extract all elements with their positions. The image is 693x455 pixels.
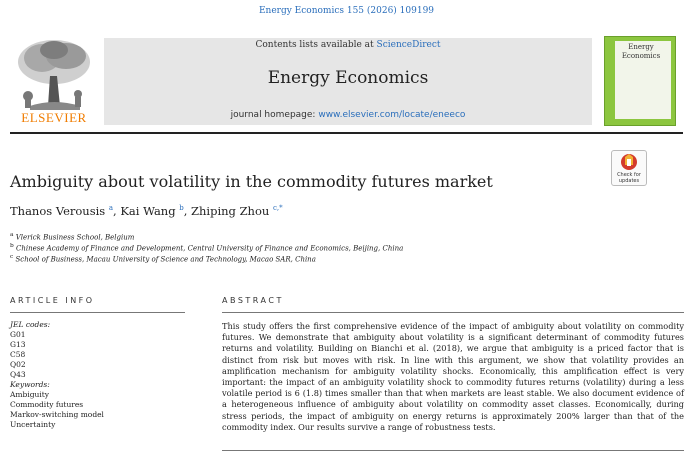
- jel-code: G13: [10, 340, 26, 349]
- journal-title: Energy Economics: [267, 68, 429, 88]
- author-affiliation-marker[interactable]: c,*: [272, 204, 283, 213]
- author-name[interactable]: Thanos Verousis: [10, 204, 106, 218]
- elsevier-tree-icon: [10, 36, 98, 114]
- cover-panel: [615, 41, 671, 119]
- journal-cover[interactable]: Energy Economics: [604, 36, 676, 126]
- contents-prefix: Contents lists available at: [255, 40, 377, 50]
- affiliation: a Vlerick Business School, Belgium: [10, 232, 134, 241]
- jel-code: G01: [10, 330, 26, 339]
- elsevier-wordmark: ELSEVIER: [21, 110, 87, 125]
- author-affiliation-marker[interactable]: b: [179, 204, 184, 213]
- header-rule: [10, 132, 683, 134]
- keywords-label: Keywords:: [10, 380, 50, 389]
- abstract-rule: [222, 312, 684, 313]
- affiliation-marker: c: [10, 254, 14, 260]
- affiliation-marker: b: [10, 243, 14, 249]
- check-for-updates-button[interactable]: Check for updates: [611, 150, 647, 186]
- journal-homepage: journal homepage: www.elsevier.com/locat…: [104, 110, 592, 120]
- keyword: Markov-switching model: [10, 410, 104, 419]
- author-name[interactable]: Zhiping Zhou: [191, 204, 270, 218]
- jel-codes-label: JEL codes:: [10, 320, 51, 329]
- homepage-link[interactable]: www.elsevier.com/locate/eneeco: [318, 110, 466, 120]
- abstract-text: This study offers the first comprehensiv…: [222, 321, 684, 432]
- article-info-rule: [10, 312, 185, 313]
- homepage-prefix: journal homepage:: [230, 110, 319, 120]
- sciencedirect-link[interactable]: ScienceDirect: [376, 40, 441, 50]
- author-name[interactable]: Kai Wang: [120, 204, 176, 218]
- author-list: Thanos Verousis a, Kai Wang b, Zhiping Z…: [10, 204, 283, 218]
- affiliation-text: Chinese Academy of Finance and Developme…: [15, 244, 404, 253]
- abstract-bottom-rule: [222, 450, 684, 451]
- check-updates-label: Check for updates: [617, 172, 641, 184]
- keyword: Uncertainty: [10, 420, 56, 429]
- jel-code: Q02: [10, 360, 26, 369]
- article-info-heading: ARTICLE INFO: [10, 296, 95, 305]
- affiliation: c School of Business, Macau University o…: [10, 254, 316, 263]
- article-title: Ambiguity about volatility in the commod…: [10, 172, 493, 191]
- affiliation-text: School of Business, Macau University of …: [15, 255, 316, 264]
- jel-code: C58: [10, 350, 26, 359]
- affiliation-marker: a: [10, 232, 14, 238]
- affiliation-text: Vlerick Business School, Belgium: [15, 233, 135, 242]
- journal-header: [104, 38, 592, 125]
- jel-code: Q43: [10, 370, 26, 379]
- article-info-panel: JEL codes: G01 G13 C58 Q02 Q43 Keywords:…: [10, 320, 185, 430]
- cover-title: Energy Economics: [621, 43, 661, 60]
- keyword: Commodity futures: [10, 400, 84, 409]
- elsevier-logo: [10, 36, 98, 126]
- affiliation: b Chinese Academy of Finance and Develop…: [10, 243, 403, 252]
- abstract-heading: ABSTRACT: [222, 296, 284, 305]
- contents-line: Contents lists available at ScienceDirec…: [104, 40, 592, 50]
- author-affiliation-marker[interactable]: a: [108, 204, 114, 213]
- keyword: Ambiguity: [10, 390, 50, 399]
- journal-citation[interactable]: Energy Economics 155 (2026) 109199: [258, 6, 435, 16]
- check-updates-icon: [621, 154, 637, 170]
